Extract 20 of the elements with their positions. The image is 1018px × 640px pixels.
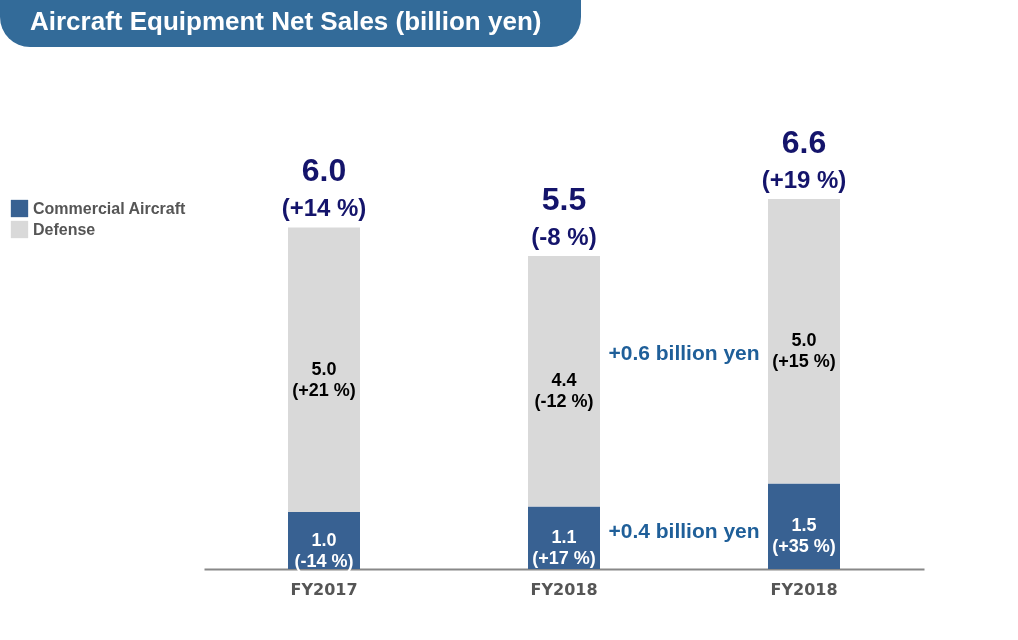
- annotation: +0.6 billion yen: [608, 341, 760, 365]
- data-label: 5.0 (+15 %): [772, 330, 836, 372]
- legend-label: Defense: [33, 220, 96, 238]
- chart-title: Aircraft Equipment Net Sales (billion yen): [0, 0, 582, 47]
- data-label: 1.5 (+35 %): [772, 515, 836, 557]
- text: 6.6 (+19 %): [761, 124, 847, 193]
- x-tick-label: FY2017: [290, 579, 358, 599]
- legend-label: Commercial Aircraft: [33, 199, 187, 217]
- annotation: +0.4 billion yen: [608, 519, 760, 542]
- bar: [768, 199, 840, 484]
- data-label: 1.0 (-14 %): [294, 529, 354, 571]
- data-label: 4.4 (-12 %): [534, 370, 594, 412]
- bar: [288, 227, 360, 513]
- x-tick-label: FY2018: [770, 579, 838, 599]
- bar: [528, 255, 600, 507]
- data-label: 5.0 (+21 %): [292, 358, 356, 400]
- text: 5.5 (-8 %): [531, 180, 597, 250]
- data-label: 1.1 (+17 %): [532, 526, 596, 568]
- text: 6.0 (+14 %): [281, 152, 367, 222]
- x-tick-label: FY2018: [530, 579, 598, 599]
